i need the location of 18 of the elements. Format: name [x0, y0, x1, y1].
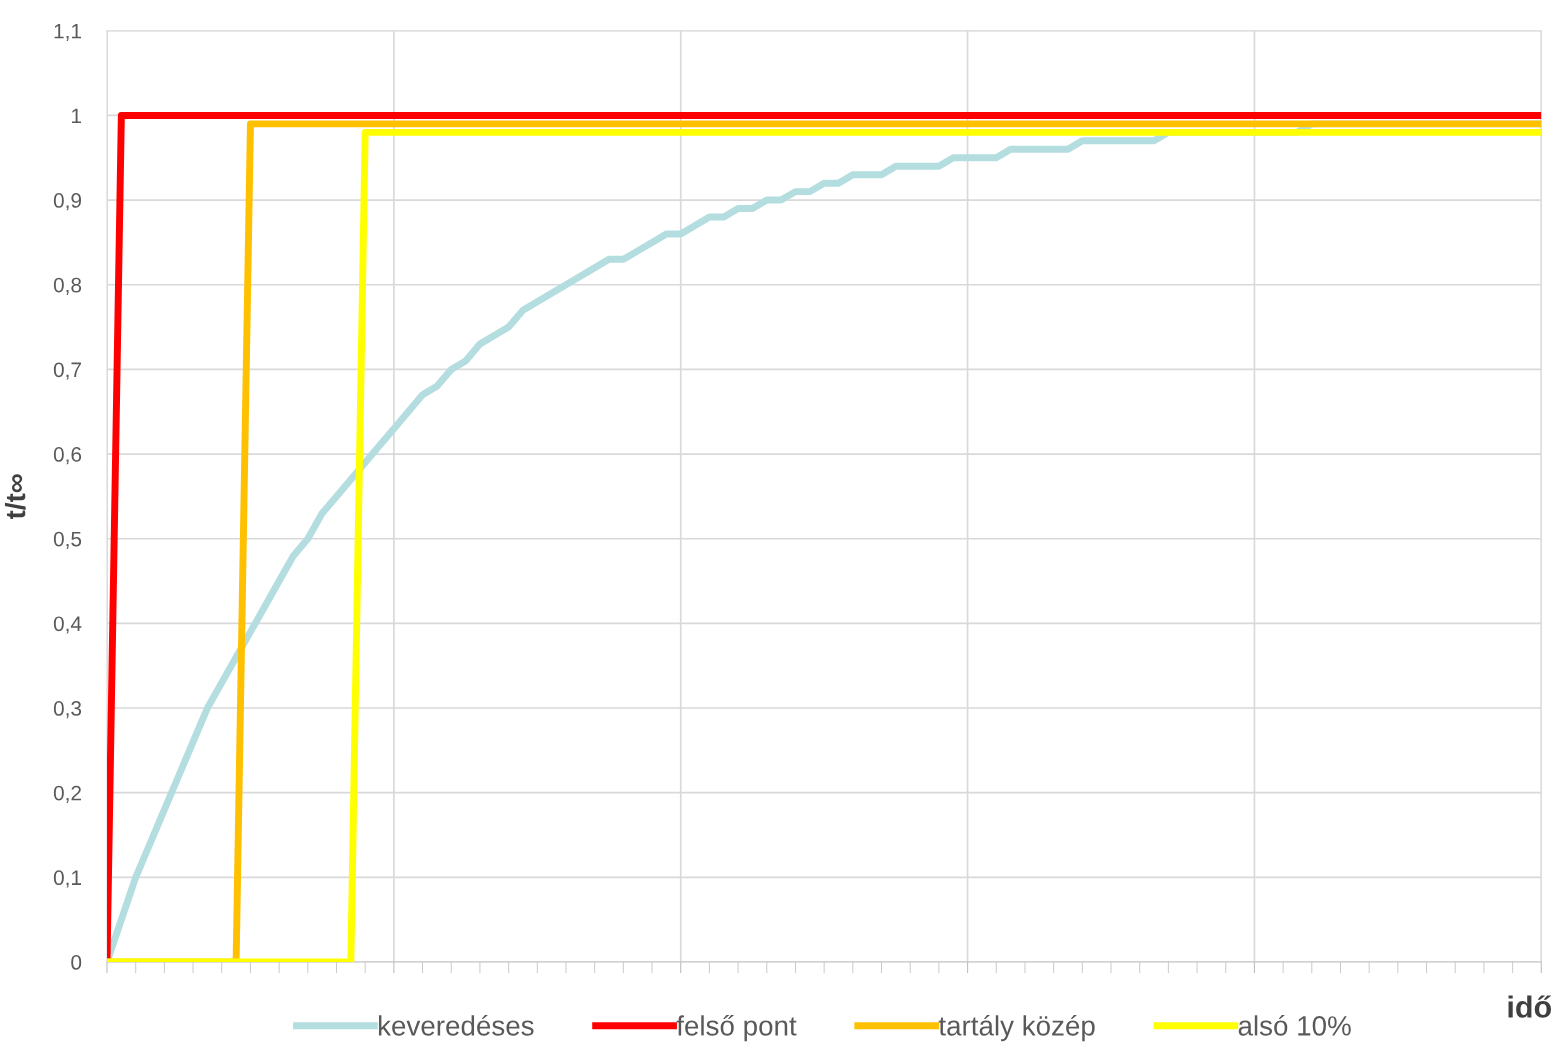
y-tick-label: 0: [71, 955, 82, 970]
y-tick-label: 1: [72, 108, 81, 123]
legend-label: alsó 10%: [1238, 1014, 1351, 1036]
y-tick-label: 0,6: [53, 447, 82, 465]
x-axis-title: idő: [1508, 995, 1552, 1018]
y-tick-label: 0,9: [53, 193, 82, 211]
legend-label: tartály közép: [938, 1014, 1095, 1042]
y-tick-label: 0,8: [53, 277, 82, 295]
y-tick-label: 0,7: [53, 362, 81, 380]
legend-label: keveredéses: [378, 1014, 534, 1036]
y-tick-label: 1,1: [54, 23, 81, 41]
y-tick-label: 0,5: [53, 531, 82, 549]
y-axis-title: t/t∞: [4, 474, 26, 520]
y-tick-label: 0,2: [53, 785, 81, 803]
y-tick-label: 0,3: [53, 701, 82, 719]
legend-label: felső pont: [676, 1014, 797, 1042]
y-tick-label: 0,4: [53, 616, 82, 634]
y-tick-label: 0,1: [53, 870, 81, 888]
